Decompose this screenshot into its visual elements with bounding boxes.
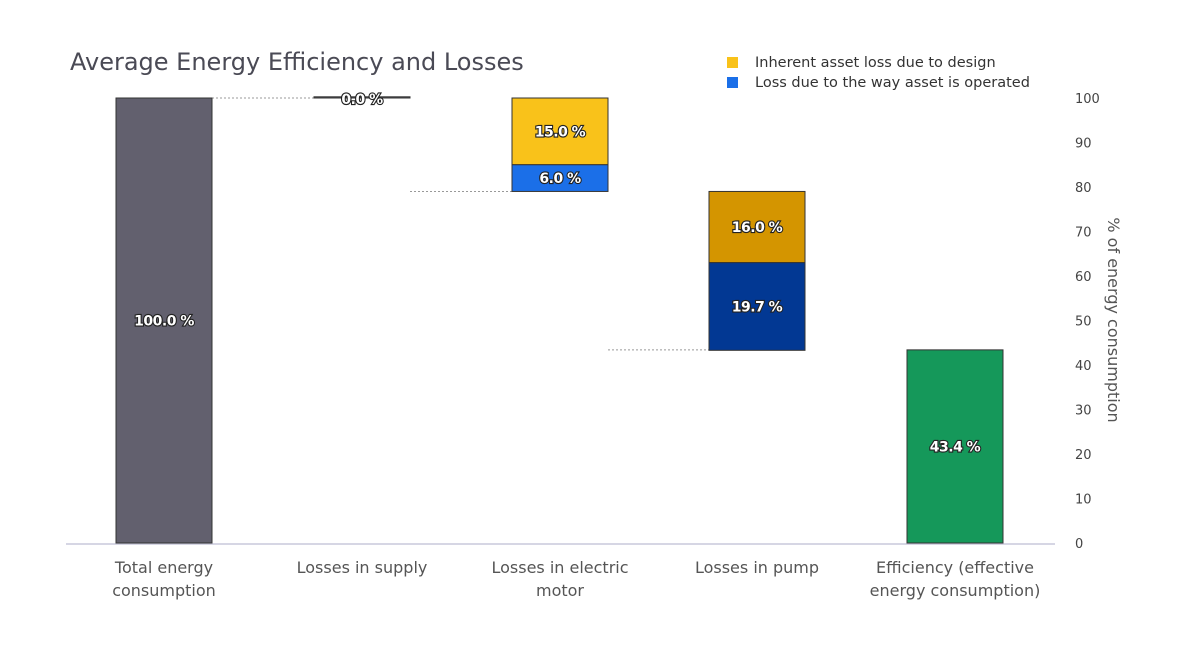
bar-segment (115, 97, 213, 544)
data-label: 100.0 % (134, 314, 194, 330)
legend-label-design: Inherent asset loss due to design (755, 55, 996, 71)
y-tick-label: 70 (1075, 226, 1092, 241)
x-tick-label: Losses in pump (695, 558, 819, 577)
y-tick-label: 20 (1075, 448, 1092, 463)
bar-segment (313, 96, 411, 99)
bar-segment (511, 97, 609, 166)
data-label: 19.7 % (732, 299, 783, 315)
x-tick-label: motor (536, 581, 584, 600)
data-label: 6.0 % (539, 171, 581, 187)
y-tick-label: 90 (1075, 137, 1092, 152)
x-tick-label: consumption (112, 581, 216, 600)
y-tick-label: 40 (1075, 359, 1092, 374)
legend-label-operation: Loss due to the way asset is operated (755, 75, 1030, 91)
x-tick-label: energy consumption) (870, 581, 1041, 600)
y-axis-label: % of energy consumption (1104, 217, 1123, 422)
x-tick-label: Losses in electric (491, 558, 628, 577)
y-tick-label: 30 (1075, 404, 1092, 419)
x-tick-label: Total energy (114, 558, 213, 577)
y-tick-label: 60 (1075, 270, 1092, 285)
y-tick-label: 80 (1075, 181, 1092, 196)
legend: Inherent asset loss due to design Loss d… (727, 55, 1030, 91)
data-label: 0.0 % (341, 92, 383, 108)
y-tick-label: 50 (1075, 315, 1092, 330)
data-label: 15.0 % (535, 124, 586, 140)
bar-segment (906, 349, 1004, 544)
legend-swatch-operation (727, 77, 738, 88)
bar-segment (708, 262, 806, 351)
data-label: 16.0 % (732, 220, 783, 236)
legend-swatch-design (727, 57, 738, 68)
x-tick-label: Efficiency (effective (876, 558, 1034, 577)
x-tick-label: Losses in supply (297, 558, 428, 577)
chart-title: Average Energy Efficiency and Losses (70, 48, 524, 76)
data-label: 43.4 % (930, 439, 981, 455)
y-tick-label: 10 (1075, 493, 1092, 508)
y-tick-label: 0 (1075, 537, 1083, 552)
plot-area: 100.0 % 0.0 % 15.0 % 6.0 % 16.0 % 19.7 % 43.4 … (66, 91, 1100, 600)
y-tick-label: 100 (1075, 92, 1100, 107)
bar-segment (511, 164, 609, 192)
